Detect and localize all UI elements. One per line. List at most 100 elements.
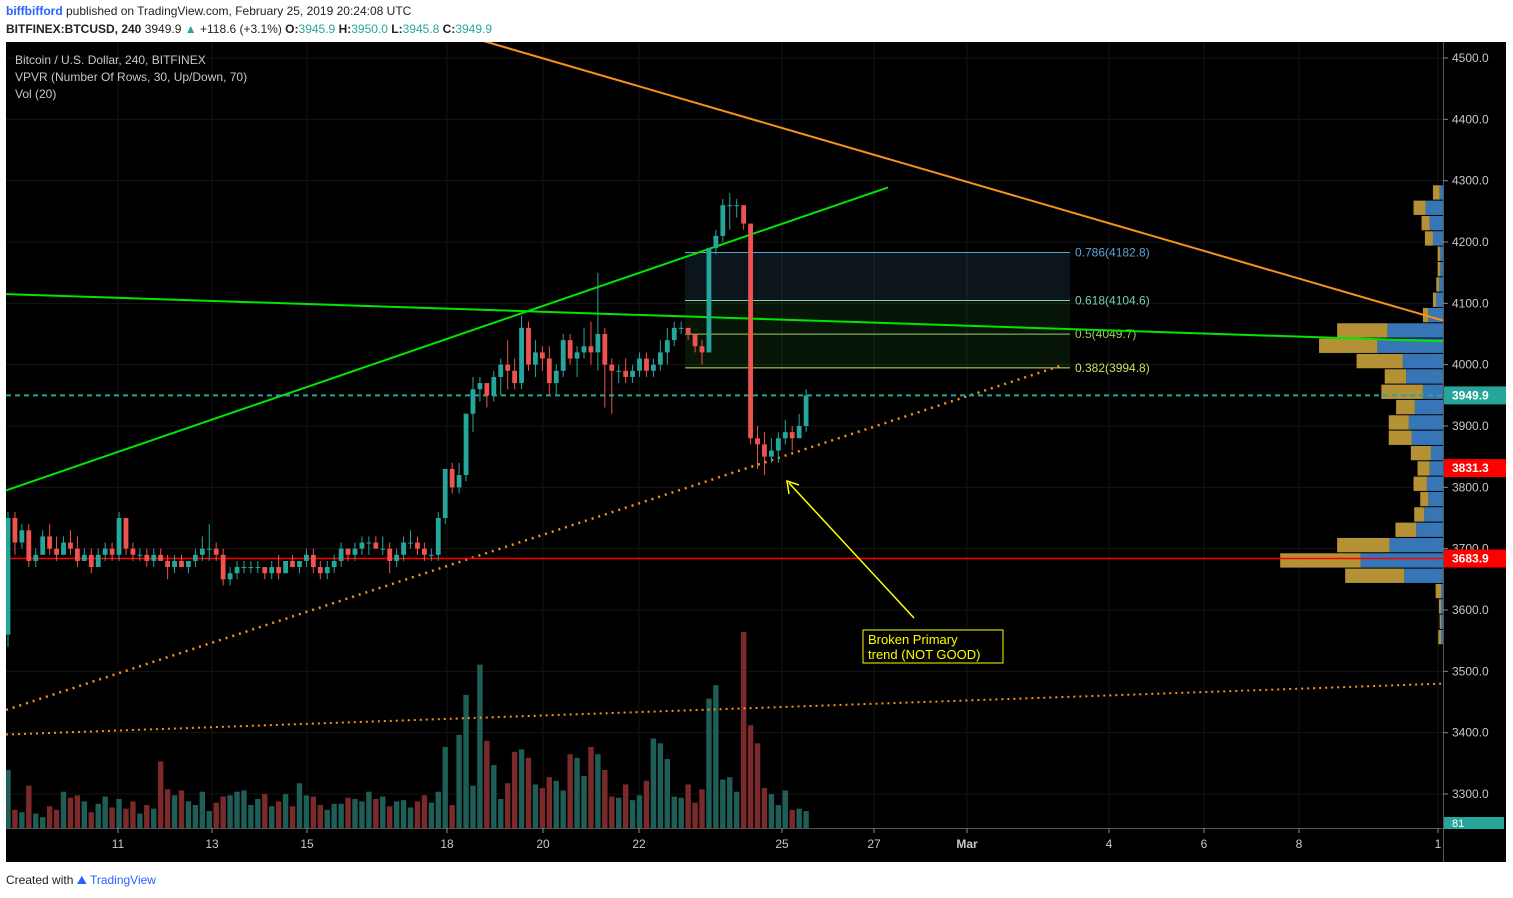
candle-body bbox=[192, 554, 198, 561]
y-tick-label: 3300.0 bbox=[1452, 787, 1489, 801]
candle-body bbox=[324, 567, 330, 574]
volume-bar bbox=[435, 791, 441, 828]
volume-bar bbox=[553, 780, 559, 828]
volume-bar bbox=[428, 802, 435, 828]
annotation[interactable]: Broken Primary trend (NOT GOOD) bbox=[786, 479, 1004, 664]
candle-body bbox=[651, 364, 656, 371]
volume-bar bbox=[130, 801, 136, 828]
candle-body bbox=[47, 536, 53, 549]
volume-bar bbox=[602, 769, 608, 828]
volume-bar bbox=[5, 769, 11, 828]
trend-lines[interactable] bbox=[5, 23, 1444, 736]
volume-bar bbox=[775, 805, 782, 828]
volume-bar bbox=[525, 757, 532, 828]
legend-title: Bitcoin / U.S. Dollar, 240, BITFINEX bbox=[15, 53, 206, 67]
vpvr-down-bar bbox=[1440, 614, 1443, 629]
candle-body bbox=[727, 205, 733, 207]
price-label: 3949.9 bbox=[1452, 388, 1489, 402]
candle-body bbox=[685, 327, 691, 334]
candle-body bbox=[68, 542, 73, 549]
candle-body bbox=[456, 475, 462, 488]
volume-bar bbox=[699, 789, 705, 828]
y-tick-label: 4400.0 bbox=[1452, 112, 1489, 126]
annotation-line-2: trend (NOT GOOD) bbox=[868, 647, 980, 662]
volume-bar bbox=[144, 805, 150, 828]
volume-bar bbox=[768, 794, 775, 828]
candle-body bbox=[213, 548, 219, 555]
volume-bar bbox=[442, 746, 448, 828]
vpvr-up-bar bbox=[1420, 491, 1429, 507]
vpvr-down-bar bbox=[1424, 507, 1443, 522]
price-chart[interactable]: 0.786(4182.8)0.618(4104.6)0.5(4049.7)0.3… bbox=[5, 23, 1506, 862]
candle-body bbox=[630, 370, 635, 377]
candle-body bbox=[623, 370, 629, 377]
volume-bar bbox=[282, 794, 289, 828]
candle-body bbox=[664, 340, 670, 353]
candle-body bbox=[401, 542, 406, 555]
candle-body bbox=[734, 205, 740, 207]
candle-body bbox=[331, 560, 337, 568]
published-text: published on TradingView.com, February 2… bbox=[66, 4, 412, 18]
candle-body bbox=[616, 370, 622, 372]
volume-bar bbox=[789, 809, 795, 828]
candle-body bbox=[484, 383, 490, 396]
y-tick-label: 3900.0 bbox=[1452, 419, 1489, 433]
candle-body bbox=[526, 327, 531, 365]
volume-bar bbox=[477, 664, 483, 828]
vpvr-up-bar bbox=[1319, 338, 1378, 353]
volume-bar bbox=[727, 777, 733, 828]
fib-level-label: 0.382(3994.8) bbox=[1075, 361, 1150, 375]
candle-body bbox=[553, 370, 559, 384]
candle-body bbox=[713, 235, 719, 249]
y-tick-label: 3400.0 bbox=[1452, 726, 1489, 740]
candle-body bbox=[33, 554, 39, 561]
candle-body bbox=[158, 554, 164, 561]
close-label: C: bbox=[442, 22, 456, 36]
volume-bar bbox=[366, 791, 372, 828]
vpvr-up-bar bbox=[1437, 261, 1441, 277]
candle-body bbox=[657, 352, 663, 365]
candle-body bbox=[678, 327, 684, 329]
volume-bar bbox=[310, 796, 317, 828]
volume-bar bbox=[12, 809, 18, 828]
candle-body bbox=[415, 542, 420, 549]
annotation-box[interactable] bbox=[862, 629, 1004, 664]
vpvr-down-bar bbox=[1402, 353, 1443, 369]
candle-body bbox=[567, 340, 573, 359]
volume-bar bbox=[95, 803, 101, 828]
volume-bar bbox=[171, 795, 178, 828]
vpvr-up-bar bbox=[1396, 399, 1415, 415]
high-value: 3950.0 bbox=[351, 22, 388, 36]
candle-body bbox=[137, 554, 143, 556]
vpvr-up-bar bbox=[1384, 369, 1407, 384]
vpvr-down-bar bbox=[1432, 231, 1443, 246]
volume-bar bbox=[317, 805, 323, 828]
volume-bar bbox=[491, 765, 497, 828]
vpvr-up-bar bbox=[1388, 415, 1409, 430]
author-link[interactable]: biffbifford bbox=[6, 4, 63, 18]
x-tick-label: Mar bbox=[956, 837, 978, 851]
volume-bar bbox=[33, 813, 39, 828]
tradingview-link[interactable]: TradingView bbox=[89, 873, 156, 887]
fib-retracement[interactable]: 0.786(4182.8)0.618(4104.6)0.5(4049.7)0.3… bbox=[685, 246, 1150, 375]
volume-bar bbox=[560, 790, 566, 828]
vpvr-down-bar bbox=[1439, 185, 1443, 200]
vpvr-down-bar bbox=[1426, 476, 1443, 491]
chart-panel[interactable]: 0.786(4182.8) 0.618(4104.6) 0.5(4049.7) 0.3… bbox=[5, 23, 1506, 862]
symbol-text: BITFINEX:BTCUSD, 240 bbox=[6, 22, 142, 36]
vpvr-down-bar bbox=[1360, 553, 1443, 568]
candle-body bbox=[373, 542, 379, 549]
x-tick-label: 25 bbox=[775, 837, 789, 851]
x-tick-label: 4 bbox=[1106, 837, 1113, 851]
candle-body bbox=[54, 548, 59, 555]
volume-bar bbox=[504, 783, 511, 828]
volume-bar bbox=[740, 632, 747, 828]
candle-body bbox=[12, 518, 18, 543]
volume-bar bbox=[706, 698, 712, 828]
vpvr-up-bar bbox=[1381, 384, 1423, 399]
candle-body bbox=[61, 542, 66, 555]
volume-bar bbox=[400, 800, 407, 828]
header-bar: biffbifford published on TradingView.com… bbox=[0, 0, 1513, 42]
candle-body bbox=[241, 567, 247, 569]
candle-body bbox=[220, 554, 226, 580]
